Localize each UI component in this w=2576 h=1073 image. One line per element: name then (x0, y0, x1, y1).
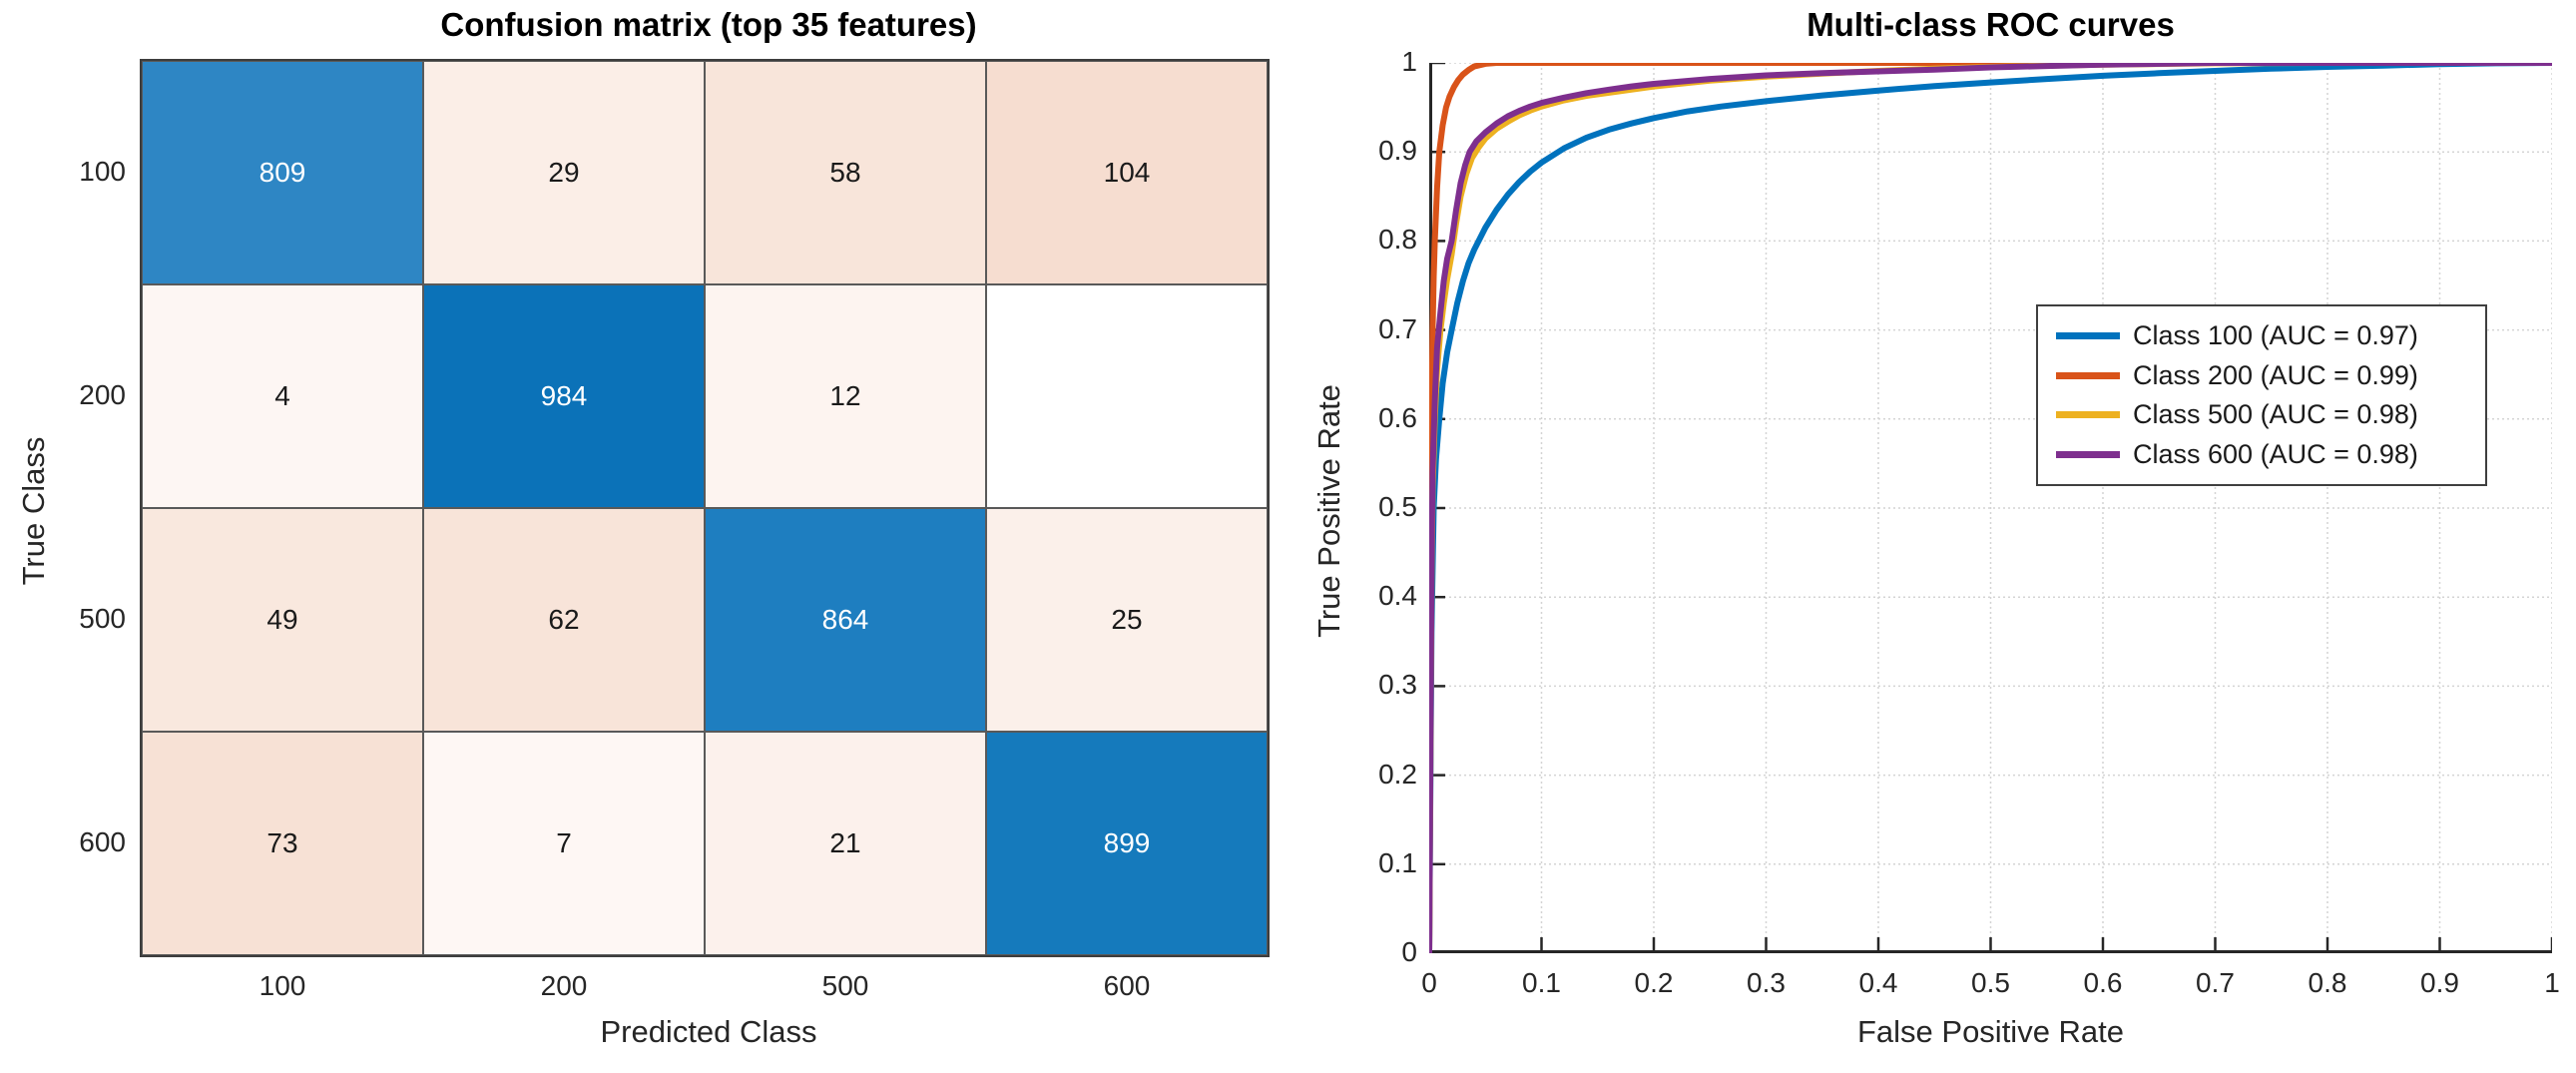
confusion-matrix-title: Confusion matrix (top 35 features) (440, 6, 977, 43)
col-tick-label: 600 (1103, 970, 1151, 1001)
x-tick-label: 0.4 (1858, 967, 1898, 998)
confusion-matrix-xlabel: Predicted Class (600, 1014, 817, 1049)
matrix-cell: 899 (986, 732, 1268, 955)
y-tick-label: 0.1 (1378, 846, 1417, 878)
legend-line-swatch (2056, 450, 2120, 458)
matrix-cell: 73 (142, 732, 423, 955)
col-tick-label: 100 (258, 970, 306, 1001)
matrix-cell: 864 (705, 508, 986, 732)
matrix-cell-value: 29 (548, 157, 580, 188)
matrix-cell-value: 58 (829, 157, 861, 188)
col-tick-label: 500 (821, 970, 869, 1001)
x-tick-label: 1 (2544, 967, 2560, 998)
matrix-cell-value: 104 (1103, 157, 1151, 188)
roc-xlabel: False Positive Rate (1856, 1014, 2125, 1049)
y-tick-label: 0.3 (1378, 669, 1417, 701)
roc-curve-100 (1429, 63, 2552, 953)
matrix-cell: 4 (142, 284, 423, 508)
matrix-cell-value: 12 (829, 380, 861, 411)
legend-item: Class 500 (AUC = 0.98) (2056, 395, 2467, 435)
matrix-cell: 7 (423, 732, 705, 955)
matrix-cell-value: 62 (548, 604, 580, 635)
matrix-cell: 984 (423, 284, 705, 508)
matrix-cell: 809 (142, 61, 423, 284)
matrix-cell: 12 (705, 284, 986, 508)
y-tick-label: 0.8 (1378, 224, 1417, 256)
matrix-cell-value: 899 (1103, 827, 1151, 858)
matrix-cell: 25 (986, 508, 1268, 732)
confusion-matrix-ylabel: True Class (16, 436, 51, 586)
matrix-cell: 62 (423, 508, 705, 732)
y-tick-label: 0.4 (1378, 580, 1417, 612)
roc-curve-600 (1429, 63, 2552, 953)
matrix-cell (986, 284, 1268, 508)
y-tick-label: 0.7 (1378, 312, 1417, 344)
x-tick-label: 0.3 (1747, 967, 1786, 998)
y-tick-label: 0.2 (1378, 758, 1417, 790)
row-tick-label: 600 (79, 826, 126, 857)
x-tick-label: 0.6 (2083, 967, 2123, 998)
x-tick-label: 0.1 (1522, 967, 1561, 998)
x-tick-label: 0.2 (1634, 967, 1674, 998)
y-tick-label: 0.6 (1378, 401, 1417, 433)
roc-panel: Multi-class ROC curves True Positive Rat… (1288, 0, 2576, 1073)
legend-label: Class 100 (AUC = 0.97) (2133, 320, 2418, 351)
x-tick-label: 0.8 (2308, 967, 2347, 998)
col-tick-label: 200 (540, 970, 588, 1001)
legend-item: Class 600 (AUC = 0.98) (2056, 435, 2467, 475)
roc-curve-200 (1429, 63, 2552, 953)
legend-item: Class 200 (AUC = 0.99) (2056, 356, 2467, 396)
matrix-cell-value: 21 (829, 827, 861, 858)
confusion-matrix-grid: 809 29 58 104 4 984 12 49 62 864 25 73 7 21 899 (142, 61, 1268, 955)
matrix-cell: 49 (142, 508, 423, 732)
matrix-cell-value: 4 (274, 380, 290, 411)
confusion-matrix-panel: Confusion matrix (top 35 features) True … (16, 6, 1268, 1049)
matrix-cell-value: 984 (540, 380, 588, 411)
y-tick-label: 1 (1401, 46, 1417, 77)
x-tick-label: 0.9 (2420, 967, 2459, 998)
matrix-cell-value: 7 (556, 827, 572, 858)
x-tick-label: 0.7 (2196, 967, 2235, 998)
roc-legend: Class 100 (AUC = 0.97) Class 200 (AUC = 0… (2036, 304, 2487, 486)
matrix-cell-value: 809 (258, 157, 306, 188)
legend-item: Class 100 (AUC = 0.97) (2056, 316, 2467, 356)
row-tick-label: 200 (79, 379, 126, 410)
legend-label: Class 500 (AUC = 0.98) (2133, 399, 2418, 430)
row-tick-label: 500 (79, 603, 126, 634)
y-tick-label: 0.9 (1378, 135, 1417, 167)
roc-title: Multi-class ROC curves (1806, 6, 2175, 43)
legend-line-swatch (2056, 332, 2120, 340)
legend-line-swatch (2056, 371, 2120, 379)
y-tick-label: 0.5 (1378, 491, 1417, 522)
legend-label: Class 200 (AUC = 0.99) (2133, 359, 2418, 390)
matrix-cell: 104 (986, 61, 1268, 284)
y-tick-label: 0 (1401, 936, 1417, 967)
roc-plot (1429, 63, 2552, 953)
legend-line-swatch (2056, 411, 2120, 419)
row-tick-label: 100 (79, 156, 126, 187)
matrix-cell: 29 (423, 61, 705, 284)
x-tick-label: 0 (1421, 967, 1437, 998)
matrix-cell-value: 25 (1111, 604, 1143, 635)
x-tick-label: 0.5 (1971, 967, 2010, 998)
matrix-cell-value: 49 (266, 604, 298, 635)
matrix-cell-value: 864 (821, 604, 869, 635)
matrix-cell: 21 (705, 732, 986, 955)
legend-label: Class 600 (AUC = 0.98) (2133, 438, 2418, 469)
matrix-cell: 58 (705, 61, 986, 284)
matrix-cell-value: 73 (266, 827, 298, 858)
